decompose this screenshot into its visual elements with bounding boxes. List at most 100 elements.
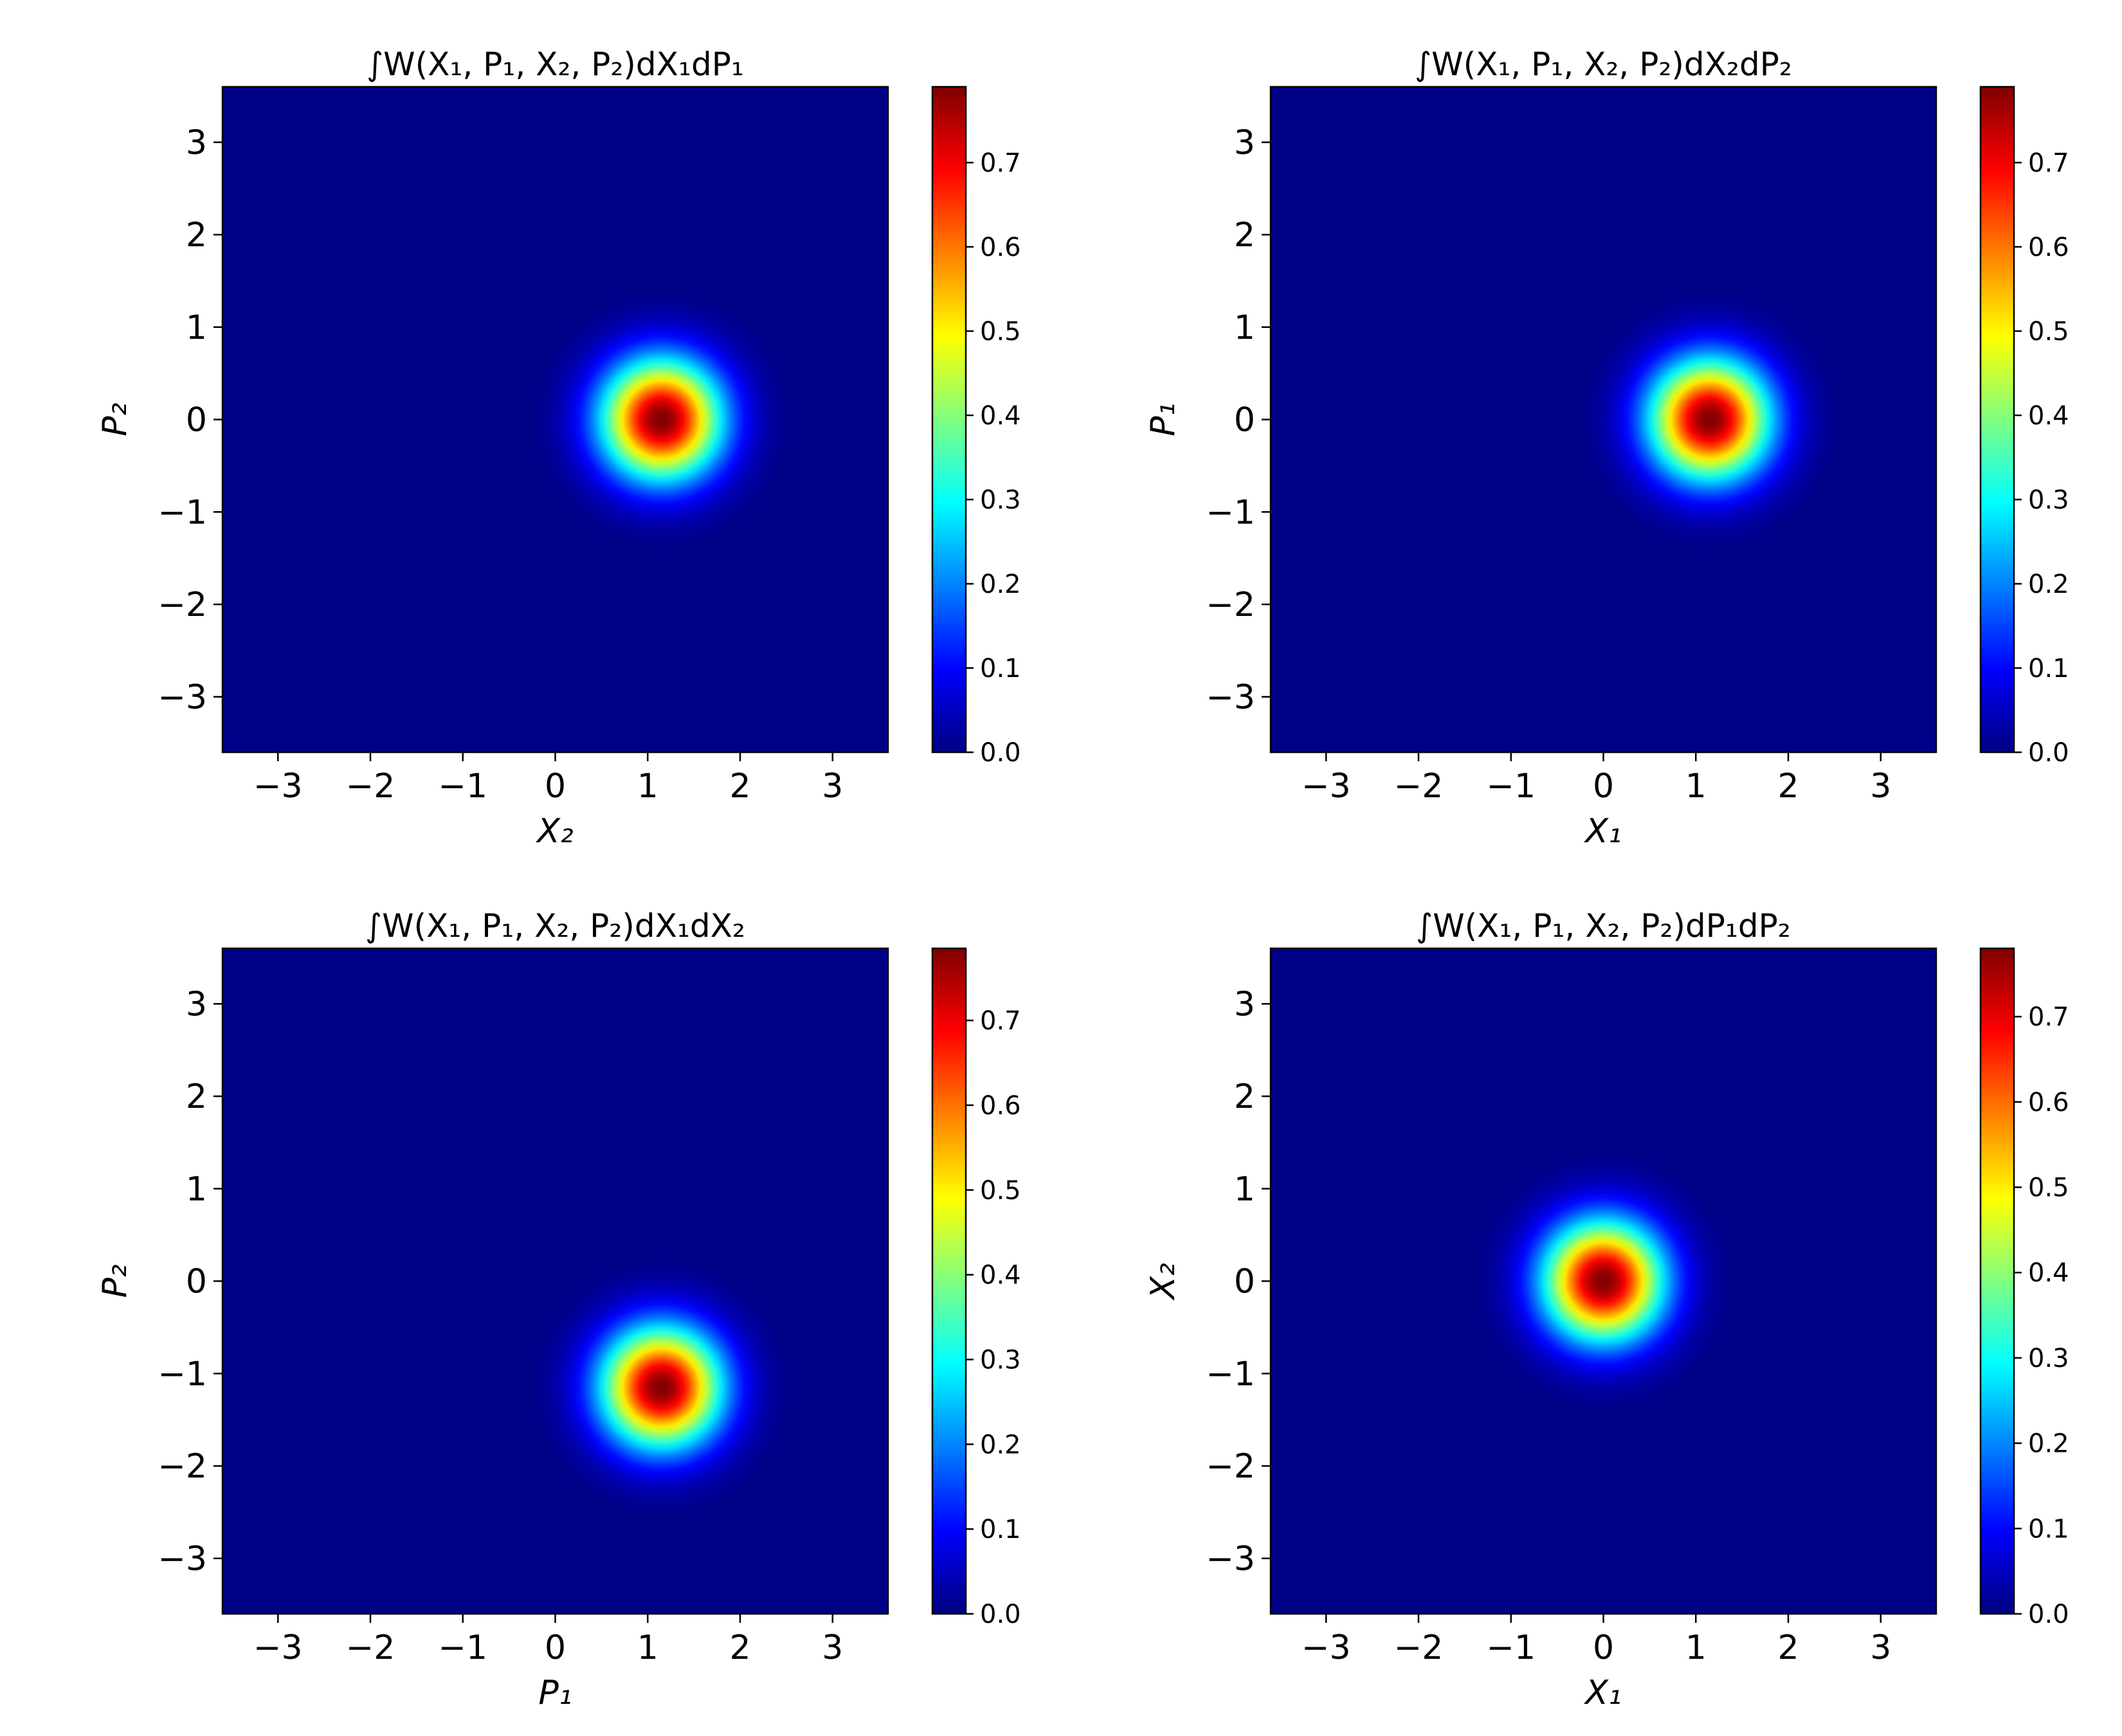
y-tick-label: −3 [158,1540,207,1578]
panel-title: ∫W(X₁, P₁, X₂, P₂)dP₁dP₂ [1416,907,1791,945]
x-axis-label: X₁ [1583,1674,1621,1712]
x-tick-label: −3 [1301,1629,1351,1667]
colorbar-tick-label: 0.0 [980,1600,1021,1629]
colorbar [932,948,966,1614]
y-tick-label: 3 [186,985,207,1024]
x-tick-label: 0 [1593,1629,1614,1667]
colorbar-tick-label: 0.7 [980,149,1021,178]
y-tick-label: 0 [186,1263,207,1301]
colorbar-tick-label: 0.2 [2028,1429,2069,1459]
y-tick-label: 2 [1234,1078,1255,1116]
x-axis-label: P₁ [538,1674,572,1712]
colorbar-tick-label: 0.3 [980,1345,1021,1375]
colorbar-tick-label: 0.5 [2028,1173,2069,1203]
y-tick-label: 0 [1234,1263,1255,1301]
x-tick-label: −2 [346,767,395,806]
x-tick-label: −1 [438,767,487,806]
y-axis-label: X₂ [1144,1263,1183,1301]
colorbar-tick-label: 0.7 [980,1006,1021,1036]
colorbar-tick-label: 0.3 [2028,1344,2069,1373]
y-tick-label: 2 [1234,216,1255,255]
x-tick-label: −2 [1394,1629,1444,1667]
colorbar-tick-label: 0.1 [2028,654,2069,683]
y-tick-label: 2 [186,216,207,255]
x-tick-label: 2 [729,1629,750,1667]
y-tick-label: 0 [1234,401,1255,440]
y-tick-label: −1 [1206,493,1255,532]
colorbar-tick-label: 0.2 [980,1430,1021,1460]
panel-2: −3 −2 −1 0 1 2 3 −3 −2 −1 0 1 2 3 ∫W(X₁, P₁, X₂, P₂)dX… [1144,46,2069,851]
colorbar-tick-label: 0.4 [980,1261,1021,1290]
colorbar-tick-label: 0.1 [980,654,1021,683]
colorbar-tick-label: 0.6 [2028,1088,2069,1117]
y-tick-label: 1 [1234,309,1255,347]
colorbar-tick-label: 0.3 [2028,485,2069,515]
x-tick-label: −2 [346,1629,395,1667]
colorbar-frame [931,86,967,754]
y-tick-label: 1 [1234,1170,1255,1209]
colorbar-tick-label: 0.1 [2028,1514,2069,1544]
colorbar-tick-label: 0.6 [2028,233,2069,262]
y-tick-label: 3 [1234,123,1255,162]
y-tick-label: −1 [158,1355,207,1393]
heatmap-peak [1271,948,1936,1614]
colorbar-tick-label: 0.7 [2028,1002,2069,1032]
y-tick-label: −3 [158,678,207,717]
x-tick-label: 3 [822,1629,843,1667]
x-tick-label: −3 [253,1629,303,1667]
y-tick-label: 3 [186,123,207,162]
y-tick-label: −2 [1206,1447,1255,1486]
y-tick-label: 3 [1234,985,1255,1024]
colorbar-tick-label: 0.5 [2028,317,2069,347]
x-tick-label: −1 [438,1629,487,1667]
x-tick-label: 2 [729,767,750,806]
panel-title: ∫W(X₁, P₁, X₂, P₂)dX₁dP₁ [367,46,744,83]
colorbar-tick-label: 0.0 [980,738,1021,768]
y-tick-label: 0 [186,401,207,440]
y-tick-label: 1 [186,1170,207,1209]
y-tick-label: −2 [158,586,207,624]
colorbar [1981,87,2014,752]
heatmap-peak [222,87,888,752]
x-axis-label: X₁ [1583,812,1621,851]
x-tick-label: 2 [1777,1629,1799,1667]
colorbar-frame [1979,947,2015,1615]
y-axis-label: P₁ [1144,402,1183,436]
heatmap-peak [222,948,888,1614]
y-tick-label: −2 [1206,586,1255,624]
y-tick-label: −1 [158,493,207,532]
y-tick-label: −2 [158,1447,207,1486]
x-tick-label: 0 [545,767,566,806]
x-tick-label: 2 [1777,767,1799,806]
x-tick-label: 1 [637,767,658,806]
colorbar-tick-label: 0.2 [2028,570,2069,599]
colorbar-frame [1979,86,2015,754]
colorbar-tick-label: 0.5 [980,317,1021,347]
x-tick-label: −3 [1301,767,1351,806]
x-tick-label: 0 [545,1629,566,1667]
x-tick-label: −3 [253,767,303,806]
colorbar-tick-label: 0.7 [2028,149,2069,178]
x-tick-label: 3 [1870,767,1891,806]
panel-title: ∫W(X₁, P₁, X₂, P₂)dX₂dP₂ [1415,46,1792,83]
x-tick-label: −2 [1394,767,1444,806]
x-tick-label: 1 [1685,1629,1707,1667]
colorbar-tick-label: 0.0 [2028,1600,2069,1629]
x-tick-label: 0 [1593,767,1614,806]
panel-3: −3 −2 −1 0 1 2 3 −3 −2 −1 0 1 2 3 ∫W(X₁, P₁, X₂, P₂)dX… [96,907,1021,1712]
panel-title: ∫W(X₁, P₁, X₂, P₂)dX₁dX₂ [365,907,745,945]
panel-1: −3 −2 −1 0 1 2 3 −3 −2 −1 0 1 2 3 ∫W(X₁, P₁, X₂, P₂)dX… [96,46,1021,851]
colorbar-tick-label: 0.4 [980,401,1021,431]
x-tick-label: −1 [1486,1629,1536,1667]
colorbar [932,87,966,752]
y-tick-label: 2 [186,1078,207,1116]
y-tick-label: −1 [1206,1355,1255,1393]
colorbar-tick-label: 0.1 [980,1515,1021,1544]
colorbar-frame [931,947,967,1615]
x-tick-label: 1 [1685,767,1707,806]
x-tick-label: 1 [637,1629,658,1667]
y-axis-label: P₂ [96,402,134,436]
colorbar-tick-label: 0.2 [980,570,1021,599]
x-tick-label: 3 [1870,1629,1891,1667]
